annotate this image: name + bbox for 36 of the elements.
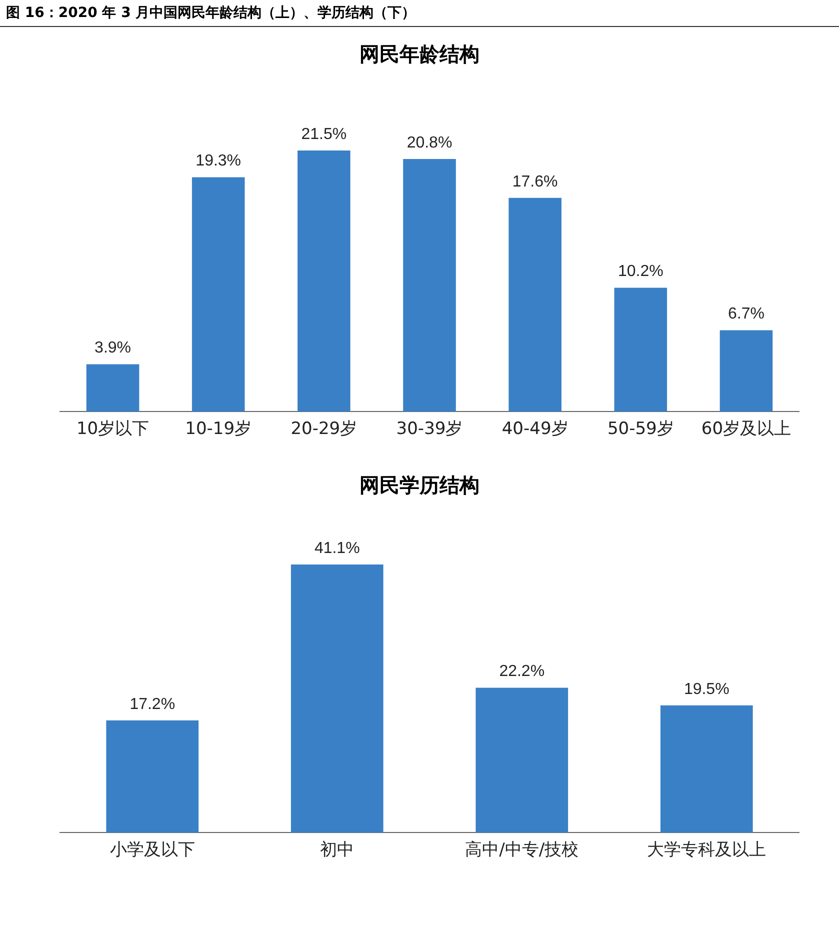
bar (403, 159, 456, 412)
data-label: 17.6% (512, 173, 558, 190)
data-label: 20.8% (406, 134, 452, 152)
data-label: 19.5% (684, 680, 730, 698)
bar (720, 330, 773, 412)
data-label: 10.2% (618, 263, 664, 280)
x-tick-label: 高中/中专/技校 (465, 840, 579, 860)
bar (106, 720, 199, 833)
x-tick-label: 10岁以下 (76, 419, 150, 440)
bar (476, 688, 568, 833)
bar (298, 150, 350, 412)
x-tick-label: 60岁及以上 (701, 419, 792, 440)
bar (508, 198, 562, 412)
bar (86, 364, 140, 412)
chart-title: 网民年龄结构 (358, 41, 480, 68)
x-tick-label: 10-19岁 (185, 419, 252, 440)
caption: 图 16：2020 年 3 月中国网民年龄结构（上）、学历结构（下） (0, 0, 839, 27)
x-tick-label: 大学专科及以上 (647, 840, 766, 860)
x-tick-label: 30-39岁 (396, 419, 463, 440)
x-tick-label: 50-59岁 (607, 419, 674, 440)
data-label: 6.7% (728, 306, 764, 323)
data-label: 41.1% (314, 540, 360, 557)
x-tick-label: 40-49岁 (502, 419, 568, 440)
data-label: 22.2% (499, 663, 545, 680)
x-tick-label: 初中 (320, 840, 354, 860)
bar (290, 564, 384, 833)
data-label: 21.5% (301, 126, 347, 143)
chart-title: 网民学历结构 (358, 472, 480, 499)
data-label: 17.2% (130, 696, 176, 713)
x-tick-label: 20-29岁 (290, 419, 358, 440)
data-label: 19.3% (196, 152, 242, 170)
bar (660, 705, 753, 833)
bar (614, 288, 668, 412)
data-label: 3.9% (94, 340, 132, 357)
x-tick-label: 小学及以下 (110, 840, 195, 860)
bar (192, 177, 245, 412)
